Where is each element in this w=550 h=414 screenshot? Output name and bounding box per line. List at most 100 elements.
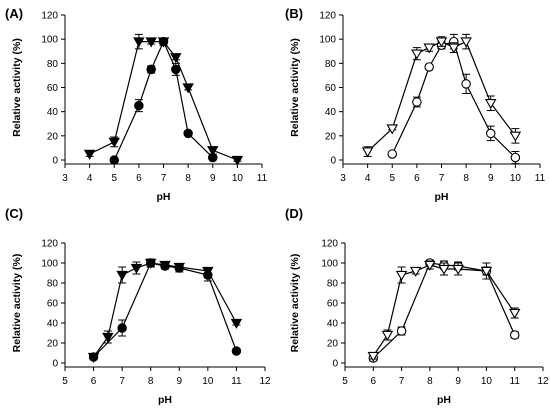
series-line: [93, 262, 237, 358]
x-tick-label: 6: [91, 376, 97, 387]
data-point-triangle: [509, 131, 522, 142]
panel-3: (C) 0 20 40 60 80 100 120 5 6 7 8 9 10 11 12 Relative ac…: [5, 206, 271, 406]
series-circle: [387, 33, 521, 165]
series-triangle-down: [361, 33, 522, 158]
y-tick-label: 0: [52, 359, 58, 370]
y-tick-label: 20: [47, 339, 59, 350]
data-point-triangle: [508, 308, 521, 319]
x-tick-label: 5: [389, 173, 395, 184]
panel-label: (C): [5, 206, 23, 221]
series-line: [372, 262, 516, 359]
y-tick-label: 120: [319, 11, 336, 22]
data-point-triangle: [386, 124, 398, 135]
data-point-triangle: [367, 351, 380, 362]
y-tick-label: 0: [330, 156, 336, 167]
x-tick-label: 7: [439, 173, 445, 184]
y-tick-label: 40: [47, 319, 59, 330]
series-line: [113, 40, 214, 161]
y-axis-title: Relative activity (%): [289, 254, 301, 353]
y-tick-label: 40: [325, 107, 337, 118]
data-point-triangle: [144, 258, 157, 269]
y-tick-label: 0: [52, 156, 58, 167]
x-axis-title: pH: [158, 394, 172, 406]
x-tick-label: 10: [481, 376, 493, 387]
data-point-triangle: [116, 270, 128, 281]
y-axis-title: Relative activity (%): [11, 38, 23, 137]
panel-2: (B) 0 20 40 60 80 100 120 3 4 5 6 7 8 9 10 11 Relative ac…: [285, 6, 546, 203]
y-tick-label: 120: [321, 239, 338, 250]
y-axis-title: Relative activity (%): [11, 254, 23, 353]
data-point-circle: [485, 128, 496, 139]
panel-1: (A) 0 20 40 60 80 100 120 3 4 5 6 7 8 9 10 11 Relative ac…: [5, 6, 268, 203]
x-tick-label: 12: [259, 376, 271, 387]
data-point-triangle: [409, 266, 422, 277]
y-tick-label: 100: [41, 35, 58, 46]
x-tick-label: 11: [510, 376, 521, 387]
x-tick-label: 6: [414, 173, 420, 184]
data-point-circle: [109, 155, 120, 165]
y-tick-label: 60: [47, 299, 59, 310]
data-point-circle: [134, 100, 144, 111]
data-point-circle: [146, 64, 156, 75]
x-tick-label: 9: [210, 173, 216, 184]
x-tick-label: 4: [365, 173, 371, 184]
data-point-circle: [412, 97, 422, 107]
axes: [344, 243, 543, 368]
x-tick-label: 9: [177, 376, 183, 387]
x-tick-label: 7: [399, 376, 405, 387]
data-point-triangle: [480, 266, 493, 277]
series-triangle-down: [87, 258, 243, 363]
x-tick-label: 3: [340, 173, 346, 184]
y-tick-label: 80: [47, 279, 59, 290]
data-point-triangle: [361, 147, 374, 158]
x-tick-label: 10: [510, 173, 522, 184]
y-tick-label: 120: [41, 239, 58, 250]
y-tick-label: 20: [325, 131, 337, 142]
axes: [64, 243, 265, 368]
x-tick-label: 9: [488, 173, 494, 184]
data-point-triangle: [87, 352, 100, 363]
x-tick-label: 12: [537, 376, 549, 387]
x-tick-label: 7: [119, 376, 125, 387]
data-point-triangle: [173, 262, 186, 273]
data-point-circle: [387, 149, 397, 159]
data-point-triangle: [182, 83, 194, 94]
y-tick-label: 20: [327, 339, 339, 350]
x-tick-label: 4: [87, 173, 93, 184]
y-tick-label: 20: [47, 131, 59, 142]
data-point-triangle: [145, 37, 157, 48]
x-tick-label: 9: [455, 376, 461, 387]
y-tick-label: 120: [41, 11, 58, 22]
y-tick-label: 40: [47, 107, 59, 118]
series-triangle-down: [367, 260, 521, 362]
data-point-triangle: [207, 146, 219, 157]
data-point-circle: [509, 330, 520, 340]
x-tick-label: 10: [202, 376, 214, 387]
data-point-triangle: [202, 266, 214, 277]
x-tick-label: 8: [463, 173, 469, 184]
series-triangle-down: [83, 33, 244, 166]
data-point-triangle: [381, 330, 394, 341]
data-point-triangle: [460, 37, 472, 48]
x-tick-label: 8: [148, 376, 154, 387]
data-point-triangle: [448, 43, 460, 54]
data-point-circle: [231, 346, 242, 356]
data-point-triangle: [230, 318, 243, 329]
y-tick-label: 40: [327, 319, 339, 330]
data-point-triangle: [231, 155, 244, 166]
series-line: [391, 40, 516, 159]
x-axis-title: pH: [157, 191, 171, 203]
x-tick-label: 11: [535, 173, 546, 184]
panel-4: (D) 0 20 40 60 80 100 120 5 6 7 8 9 10 11 12 Relative ac…: [285, 206, 549, 406]
data-point-triangle: [83, 149, 96, 160]
data-point-triangle: [108, 137, 120, 148]
data-point-triangle: [452, 264, 464, 275]
data-point-triangle: [424, 260, 436, 271]
x-tick-label: 6: [136, 173, 142, 184]
x-tick-label: 5: [342, 376, 348, 387]
y-tick-label: 80: [327, 279, 339, 290]
data-point-triangle: [411, 49, 423, 60]
data-point-triangle: [133, 37, 145, 48]
data-point-circle: [510, 152, 521, 163]
panel-label: (A): [5, 6, 23, 21]
